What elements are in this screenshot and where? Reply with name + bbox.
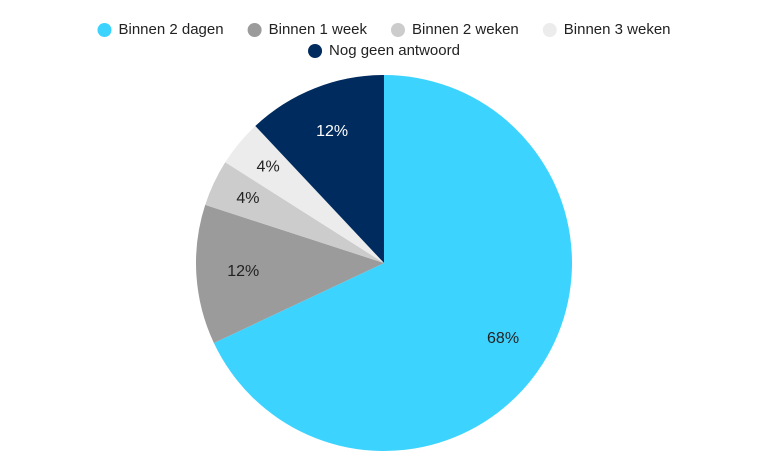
legend-swatch [97,23,112,37]
legend-label: Binnen 1 week [269,21,368,38]
legend-label: Binnen 2 weken [412,21,519,38]
legend-label: Nog geen antwoord [329,42,460,59]
legend-item: Binnen 2 dagen [97,21,224,38]
data-label: 4% [257,158,280,175]
legend-swatch [247,23,262,37]
legend-item: Nog geen antwoord [308,42,460,59]
legend-swatch [542,23,557,37]
pie-slice [213,75,573,451]
legend-label: Binnen 2 dagen [118,21,223,38]
data-label: 12% [227,263,259,280]
data-label: 12% [316,123,348,140]
legend-item: Binnen 1 week [247,21,368,38]
legend-item: Binnen 3 weken [542,21,671,38]
pie-slice [255,75,384,263]
pie-slice [225,125,384,264]
data-label: 4% [236,190,259,207]
legend-label: Binnen 3 weken [564,21,671,38]
legend-swatch [391,23,406,37]
pie-slice [205,162,384,263]
legend-item: Binnen 2 weken [391,21,519,38]
pie-slice [196,204,384,344]
data-label: 68% [487,330,519,347]
legend-swatch [308,44,323,58]
